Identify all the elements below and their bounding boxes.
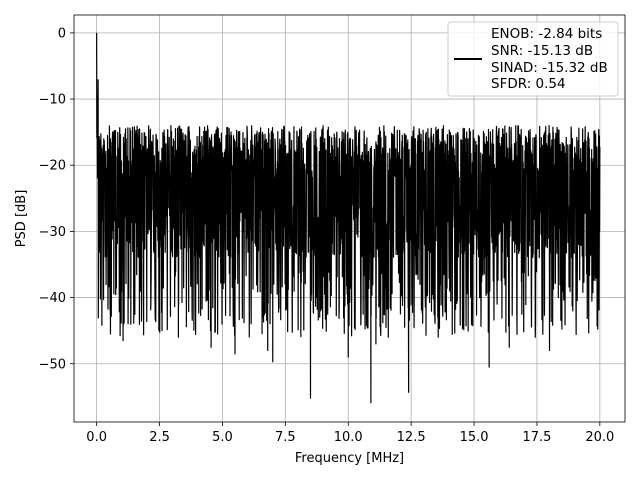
y-tick-label: −50: [39, 357, 66, 372]
x-tick-label: 17.5: [522, 430, 551, 445]
x-axis-label: Frequency [MHz]: [295, 451, 404, 466]
y-tick-label: −20: [39, 159, 66, 174]
legend: ENOB: -2.84 bits SNR: -15.13 dB SINAD: -…: [447, 21, 619, 97]
legend-entry-sfdr: SFDR: 0.54: [491, 76, 566, 92]
y-tick-label: −10: [39, 93, 66, 108]
y-tick-label: 0: [58, 26, 66, 41]
x-tick-label: 20.0: [585, 430, 614, 445]
x-tick-label: 7.5: [275, 430, 296, 445]
legend-entry-sinad: SINAD: -15.32 dB: [491, 60, 608, 76]
psd-series-line: [96, 32, 601, 404]
legend-entry-snr: SNR: -15.13 dB: [491, 43, 593, 59]
x-tick-label: 15.0: [460, 430, 489, 445]
y-axis-label: PSD [dB]: [14, 190, 29, 248]
legend-entry-enob: ENOB: -2.84 bits: [491, 26, 602, 42]
x-tick-label: 10.0: [334, 430, 363, 445]
plot-frame: [73, 14, 626, 423]
legend-box: [447, 21, 619, 97]
x-tick-label: 5.0: [212, 430, 233, 445]
y-tick-label: −40: [39, 291, 66, 306]
x-tick-label: 12.5: [397, 430, 426, 445]
x-tick-label: 0.0: [86, 430, 107, 445]
y-tick-label: −30: [39, 225, 66, 240]
data-layer: [96, 32, 601, 404]
x-tick-label: 2.5: [149, 430, 170, 445]
tick-layer: 0.0 2.5 5.0 7.5 10.0 12.5 15.0 17.5 20.0 0 −10 −20 −…: [39, 26, 615, 445]
